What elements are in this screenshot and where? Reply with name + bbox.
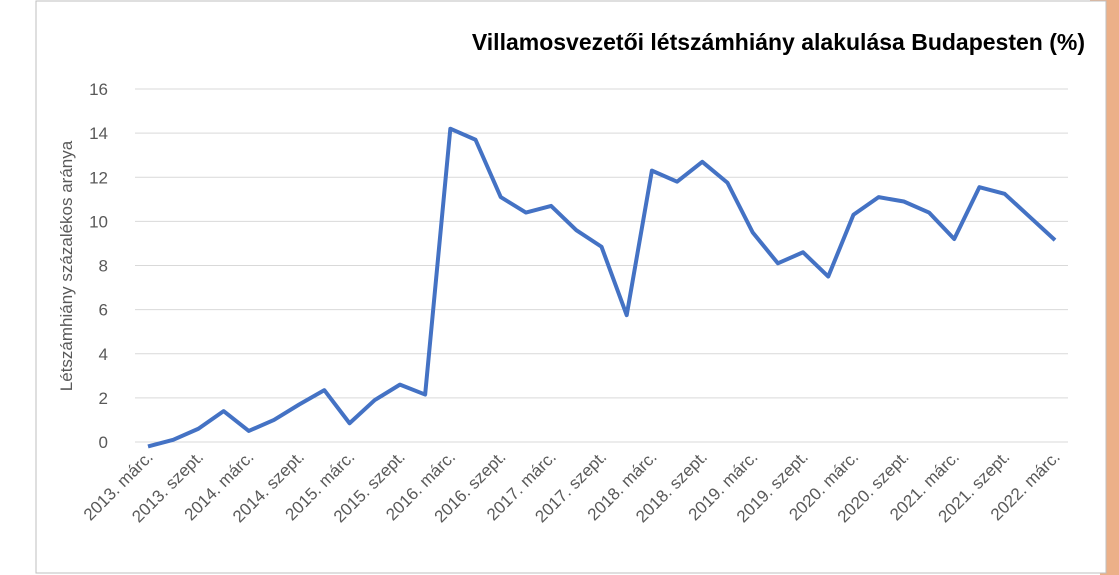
y-tick-label: 8	[99, 257, 108, 276]
y-tick-label: 16	[89, 80, 108, 99]
y-tick-label: 12	[89, 168, 108, 187]
y-tick-label: 10	[89, 212, 108, 231]
chart-title: Villamosvezetői létszámhiány alakulása B…	[472, 29, 1085, 55]
y-tick-label: 0	[99, 433, 108, 452]
chart-frame	[35, 0, 1107, 574]
line-series	[147, 126, 1057, 449]
y-axis-label: Létszámhiány százalékos aránya	[57, 140, 76, 391]
y-tick-label: 4	[99, 345, 108, 364]
y-tick-label: 14	[89, 124, 108, 143]
y-tick-label: 6	[99, 301, 108, 320]
y-tick-label: 2	[99, 389, 108, 408]
